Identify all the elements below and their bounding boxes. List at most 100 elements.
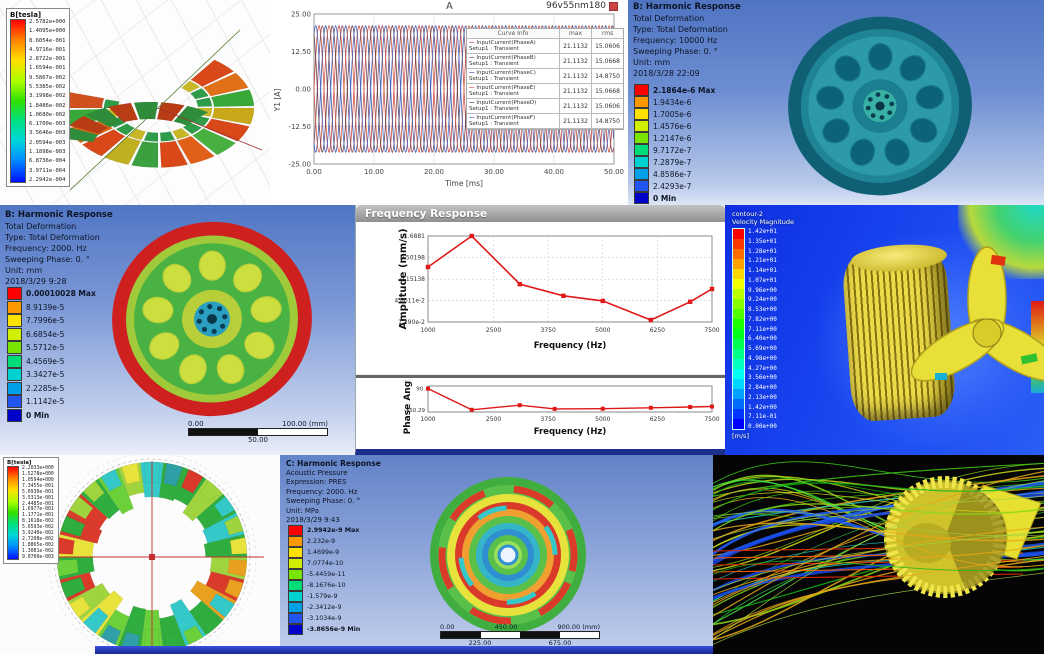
curve-name: — InputCurrent(PhaseB) (469, 55, 557, 61)
panel-harmonic-10000: B: Harmonic Response Total Deformation Ty… (628, 0, 1044, 205)
bolt-hole (875, 92, 881, 97)
lightening-hole (216, 354, 245, 385)
max-value: 21.1132 (559, 114, 591, 128)
legend-value: 1.0680e-002 (29, 111, 66, 118)
curve-setup: Setup1 : Transient (469, 91, 519, 97)
bolt-hole (201, 326, 208, 332)
plot-border (427, 235, 713, 323)
legend-value: 6.6854e-5 (26, 329, 65, 339)
flux-legend-box: B[tesla] 2.2033e+000 1.5278e+000 1.0594e+0… (3, 457, 59, 564)
legend-unit: [m/s] (732, 432, 749, 440)
legend-swatch (7, 314, 22, 328)
legend-value: 6.8736e-004 (29, 158, 66, 165)
data-marker (709, 286, 715, 292)
legend-value: 3.5646e-003 (29, 130, 66, 137)
curve-color-dash: — (469, 55, 477, 61)
stator-segment (82, 129, 126, 157)
legend-row: 1.4576e-6 (634, 120, 715, 132)
legend-row: 7.0774e-10 (288, 558, 360, 569)
lightening-hole (867, 42, 893, 71)
plot-border (427, 385, 713, 413)
info-line: Sweeping Phase: 0. ° (5, 255, 90, 264)
legend-value: 1.21e+01 (748, 257, 777, 265)
legend-swatch (288, 624, 303, 635)
x-tick-label: 5000 (595, 416, 610, 423)
table-row: — InputCurrent(PhaseE) Setup1 : Transient… (467, 84, 623, 99)
y-tick-label: 1.6881 (404, 233, 425, 240)
legend-value: 7.2879e-7 (653, 157, 692, 167)
curve-label: InputCurrent(PhaseF) (476, 115, 536, 121)
legend-swatch (634, 132, 649, 144)
shaft-hole (207, 314, 217, 324)
flux-colorbar (10, 19, 26, 183)
legend-value: 1.6594e-001 (29, 65, 66, 72)
result-title: B: Harmonic Response (5, 210, 113, 220)
y-axis-label: Phase Angle (403, 380, 413, 434)
colorband (733, 269, 744, 279)
stator-segment (211, 107, 255, 125)
streamline-plot (713, 461, 1044, 645)
streamline (713, 482, 1044, 511)
legend-swatch (7, 341, 22, 355)
bolt-hole (865, 105, 871, 111)
result-info-lines: Acoustic Pressure Expression: PRES Frequen… (286, 469, 381, 526)
legend-row: 5.5712e-5 (7, 341, 96, 355)
lightening-hole (244, 331, 275, 360)
curve-cell: — InputCurrent(PhaseF) Setup1 : Transient (467, 114, 559, 128)
rotor-segment (82, 607, 109, 634)
info-line: Total Deformation (5, 222, 77, 231)
contour-patch (1020, 353, 1038, 365)
legend-value: 3.5313e-001 (22, 495, 54, 501)
scale-labels-major: 0.00 450.00 900.00 (mm) (440, 623, 600, 631)
legend-value: 2.4293e-7 (653, 181, 692, 191)
data-marker (517, 281, 522, 287)
info-line: Sweeping Phase: 0. ° (286, 497, 361, 505)
legend-row: 3.3427e-5 (7, 368, 96, 382)
legend-swatch (634, 180, 649, 192)
impeller-group (910, 246, 1044, 382)
chart-separator (356, 374, 725, 378)
origin-marker (149, 554, 155, 560)
info-line: Frequency: 2000. Hz (286, 487, 358, 496)
rms-value: 14.8750 (591, 114, 623, 128)
legend-row: 1.1142e-5 (7, 395, 96, 409)
stator-segment (69, 115, 109, 135)
colorband (733, 339, 744, 349)
scale-bar-graphic (188, 428, 328, 436)
colorband (733, 399, 744, 409)
result-info-block: C: Harmonic Response Acoustic Pressure Ex… (286, 459, 381, 526)
legend-value: 6.1700e-003 (29, 121, 66, 128)
rotor-segment (69, 596, 91, 618)
legend-row: 0 Min (7, 408, 96, 423)
legend-value: 5.0930e-001 (22, 489, 54, 495)
info-line: Type: Total Deformation (633, 25, 728, 34)
flux-legend-title: B[tesla] (10, 11, 42, 19)
bolt-hole (879, 115, 885, 120)
info-line: Expression: PRES (286, 478, 347, 486)
flux-legend-title: B[tesla] (7, 460, 32, 466)
colorband (733, 359, 744, 369)
window-body: 1000 2500 3750 5000 6250 7500 1.6881 0.50198 0.1… (356, 222, 725, 449)
rotor-segment (100, 469, 123, 492)
window-titlebar[interactable]: Frequency Response (356, 205, 725, 223)
legend-value: 1.0594e+000 (22, 477, 54, 483)
curve-name: — InputCurrent(PhaseD) (469, 100, 557, 106)
x-tick-label: 20.00 (424, 168, 444, 176)
y-tick-label: 1.390e-2 (398, 319, 425, 326)
x-tick-label: 10.00 (364, 168, 384, 176)
panel-streamlines (713, 455, 1044, 654)
streamline (713, 526, 1044, 596)
gear-shading (945, 485, 1008, 589)
legend-swatch (7, 408, 22, 422)
panel-frequency-response-window: Frequency Response 1000 2500 3750 5000 6250 7… (355, 205, 725, 455)
table-row: — InputCurrent(PhaseD) Setup1 : Transient… (467, 99, 623, 114)
legend-swatch (7, 368, 22, 382)
lightening-hole (149, 332, 180, 360)
contour-patch (935, 373, 947, 380)
legend-value: 4.9716e-001 (29, 46, 66, 53)
legend-value: 3.1998e-002 (29, 93, 66, 100)
colorband (733, 289, 744, 299)
shaft-hole (875, 101, 885, 111)
legend-swatch (288, 602, 303, 613)
legend-value: 0 Min (653, 193, 677, 203)
